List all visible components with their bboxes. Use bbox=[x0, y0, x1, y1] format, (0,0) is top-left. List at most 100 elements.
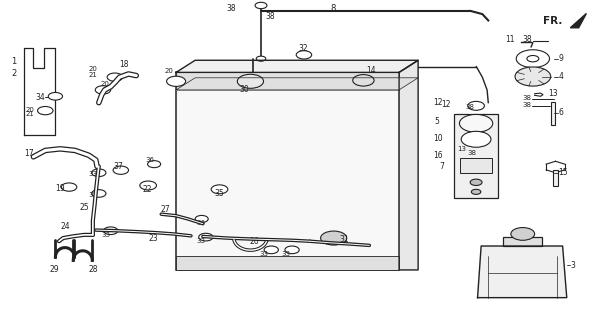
Text: 31: 31 bbox=[340, 235, 349, 244]
Text: 22: 22 bbox=[142, 185, 152, 194]
Circle shape bbox=[48, 92, 63, 100]
Polygon shape bbox=[399, 60, 418, 270]
Text: 21: 21 bbox=[26, 111, 35, 117]
Text: 38: 38 bbox=[226, 4, 236, 13]
Text: 38: 38 bbox=[523, 35, 532, 44]
Text: 1: 1 bbox=[11, 57, 17, 66]
Circle shape bbox=[140, 181, 157, 190]
Text: 38: 38 bbox=[523, 95, 532, 101]
Text: 8: 8 bbox=[331, 4, 336, 13]
Text: 38: 38 bbox=[523, 102, 532, 108]
Polygon shape bbox=[477, 246, 567, 298]
Circle shape bbox=[104, 227, 118, 235]
Text: 27: 27 bbox=[160, 205, 170, 214]
Text: 17: 17 bbox=[24, 149, 34, 158]
Circle shape bbox=[511, 228, 535, 240]
Polygon shape bbox=[570, 13, 586, 28]
Text: 23: 23 bbox=[148, 234, 158, 243]
Bar bbox=[553, 170, 558, 186]
Circle shape bbox=[353, 75, 374, 86]
Polygon shape bbox=[24, 49, 55, 134]
Circle shape bbox=[107, 73, 123, 81]
Circle shape bbox=[470, 179, 482, 186]
Text: 20: 20 bbox=[26, 107, 35, 113]
Text: 13: 13 bbox=[548, 89, 557, 98]
Text: 38: 38 bbox=[467, 150, 476, 156]
Text: 9: 9 bbox=[558, 54, 563, 63]
Circle shape bbox=[92, 190, 106, 197]
Text: 33: 33 bbox=[89, 171, 98, 177]
Circle shape bbox=[61, 183, 77, 191]
Circle shape bbox=[516, 50, 550, 68]
Text: 14: 14 bbox=[367, 66, 376, 75]
Text: 33: 33 bbox=[102, 232, 111, 238]
Text: 30: 30 bbox=[240, 85, 250, 94]
Text: 29: 29 bbox=[49, 265, 59, 275]
Text: 16: 16 bbox=[433, 151, 443, 160]
Text: 24: 24 bbox=[60, 222, 70, 231]
Text: 21: 21 bbox=[89, 72, 98, 78]
Circle shape bbox=[461, 131, 491, 147]
Text: 20: 20 bbox=[164, 68, 173, 74]
Text: 28: 28 bbox=[89, 265, 98, 275]
Bar bbox=[176, 256, 399, 270]
Circle shape bbox=[321, 231, 347, 245]
Circle shape bbox=[237, 74, 263, 88]
Text: 2: 2 bbox=[11, 69, 17, 78]
Text: 6: 6 bbox=[558, 108, 563, 117]
Text: 12: 12 bbox=[433, 98, 443, 107]
Circle shape bbox=[468, 101, 485, 110]
Text: 5: 5 bbox=[434, 117, 440, 126]
Text: 15: 15 bbox=[558, 168, 568, 177]
Circle shape bbox=[92, 169, 106, 177]
Circle shape bbox=[296, 51, 312, 59]
Text: 3: 3 bbox=[570, 261, 575, 270]
Text: 33: 33 bbox=[197, 238, 206, 244]
Circle shape bbox=[527, 55, 539, 62]
Bar bbox=[176, 72, 399, 90]
Text: 37: 37 bbox=[114, 162, 123, 171]
Circle shape bbox=[167, 76, 185, 86]
Text: 25: 25 bbox=[79, 203, 89, 212]
Text: 13: 13 bbox=[457, 146, 465, 152]
Text: 33: 33 bbox=[281, 251, 290, 257]
Text: 35: 35 bbox=[215, 189, 225, 198]
Text: 18: 18 bbox=[120, 60, 129, 69]
Circle shape bbox=[195, 215, 208, 222]
Circle shape bbox=[515, 67, 551, 86]
Bar bbox=[176, 72, 399, 270]
Circle shape bbox=[148, 161, 161, 168]
Text: 26: 26 bbox=[249, 237, 259, 246]
Text: 36: 36 bbox=[197, 220, 206, 226]
Text: 33: 33 bbox=[89, 192, 98, 198]
Bar bbox=[454, 114, 498, 198]
Text: FR.: FR. bbox=[543, 16, 563, 27]
Text: 20: 20 bbox=[101, 81, 110, 86]
Text: 32: 32 bbox=[298, 44, 308, 53]
Circle shape bbox=[95, 86, 111, 94]
Polygon shape bbox=[176, 60, 418, 72]
Circle shape bbox=[211, 185, 228, 194]
Bar bbox=[460, 158, 492, 173]
Circle shape bbox=[255, 2, 267, 9]
Circle shape bbox=[460, 115, 493, 132]
Circle shape bbox=[256, 56, 266, 61]
Bar bbox=[503, 237, 542, 246]
Polygon shape bbox=[176, 78, 418, 90]
Text: 19: 19 bbox=[55, 184, 65, 193]
Text: 12: 12 bbox=[440, 100, 450, 109]
Text: 36: 36 bbox=[145, 157, 154, 163]
Bar bbox=[551, 102, 555, 125]
Text: 10: 10 bbox=[433, 134, 443, 143]
Circle shape bbox=[285, 246, 299, 254]
Text: 38: 38 bbox=[266, 12, 275, 21]
Circle shape bbox=[264, 246, 278, 254]
Text: 38: 38 bbox=[465, 104, 474, 110]
Text: 11: 11 bbox=[505, 35, 514, 44]
Text: 20: 20 bbox=[89, 66, 98, 72]
Text: 4: 4 bbox=[558, 72, 563, 81]
Circle shape bbox=[113, 166, 129, 174]
Circle shape bbox=[471, 189, 481, 195]
Circle shape bbox=[198, 233, 213, 241]
Text: 33: 33 bbox=[259, 251, 268, 257]
